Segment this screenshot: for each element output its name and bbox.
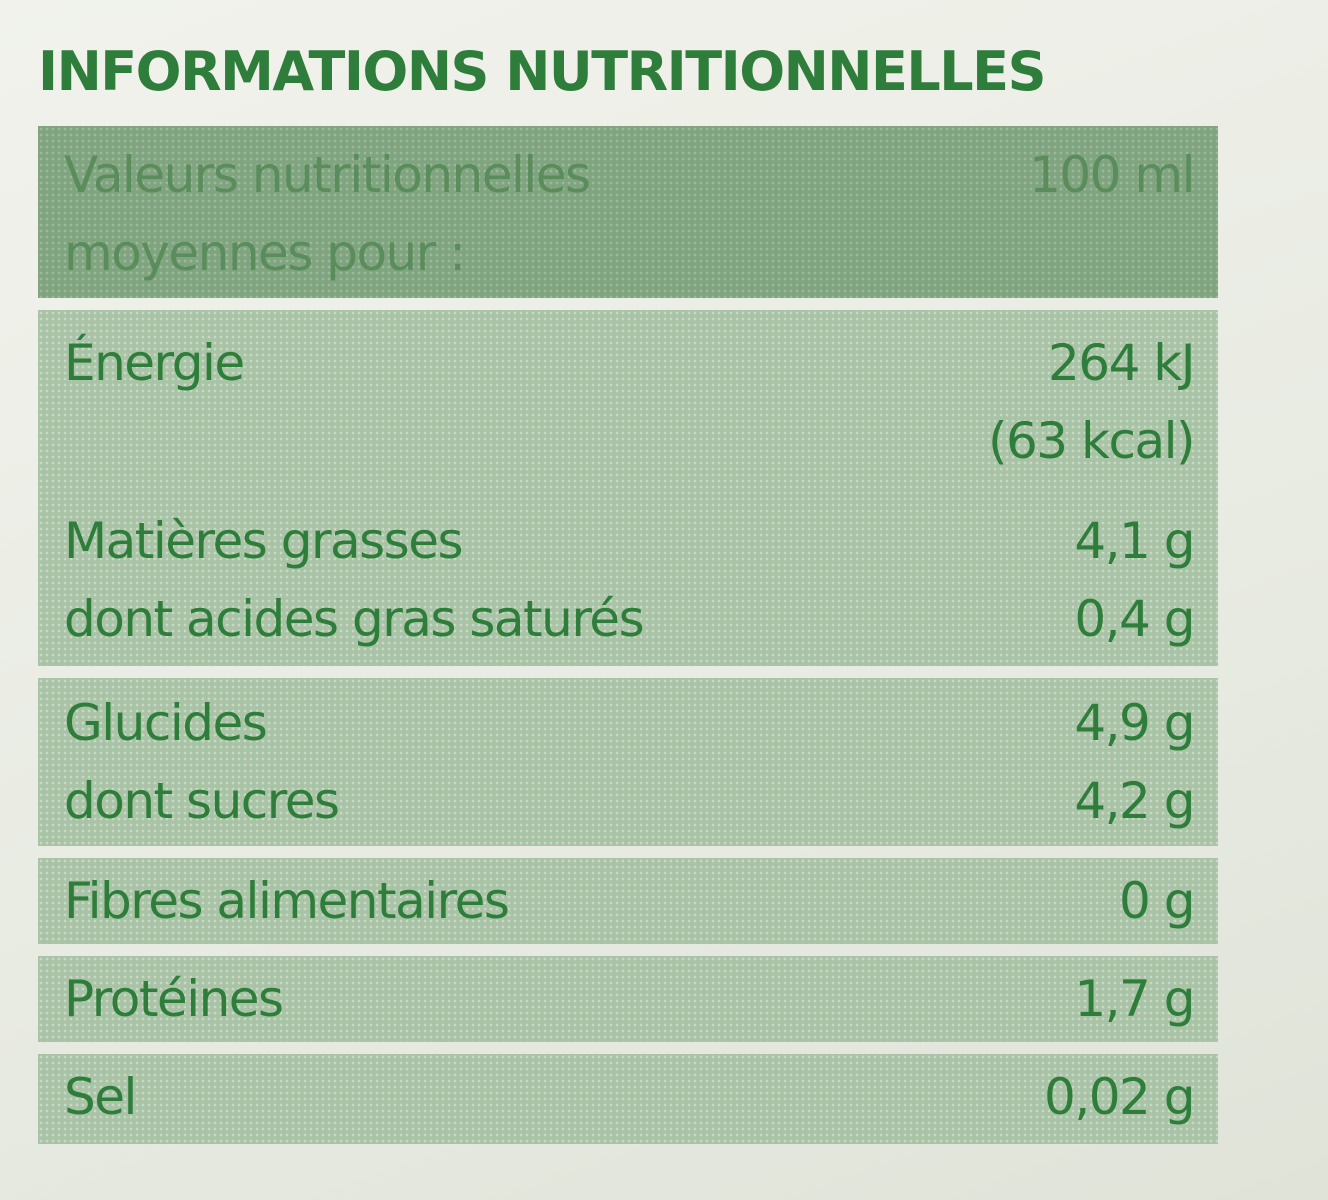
header-unit: 100 ml <box>1029 146 1195 204</box>
table-row-glucides: Glucides 4,9 g dont sucres 4,2 g <box>38 678 1218 846</box>
row-label-sucres: dont sucres <box>64 772 340 830</box>
table-row-fibres: Fibres alimentaires 0 g <box>38 858 1218 944</box>
table-row-proteines: Protéines 1,7 g <box>38 956 1218 1042</box>
row-label-sel: Sel <box>64 1068 137 1126</box>
header-label-line1: Valeurs nutritionnelles <box>64 146 591 204</box>
row-value-fibres: 0 g <box>1119 872 1195 930</box>
header-label-line2: moyennes pour : <box>64 224 466 282</box>
row-value-energie-kj: 264 kJ <box>1047 334 1196 392</box>
table-row-sel: Sel 0,02 g <box>38 1054 1218 1144</box>
row-value-satures: 0,4 g <box>1074 590 1195 648</box>
row-label-proteines: Protéines <box>64 970 284 1028</box>
row-label-fibres: Fibres alimentaires <box>64 872 510 930</box>
row-label-energie: Énergie <box>64 334 245 392</box>
table-row-matieres-grasses: Matières grasses 4,1 g dont acides gras … <box>38 496 1218 666</box>
row-label-matieres-grasses: Matières grasses <box>64 512 464 570</box>
row-label-glucides: Glucides <box>64 694 268 752</box>
row-value-sucres: 4,2 g <box>1074 772 1195 830</box>
row-label-satures: dont acides gras saturés <box>64 590 645 648</box>
table-header: Valeurs nutritionnelles moyennes pour : … <box>38 126 1218 298</box>
row-value-matieres-grasses: 4,1 g <box>1074 512 1195 570</box>
row-value-glucides: 4,9 g <box>1074 694 1195 752</box>
row-value-energie-kcal: (63 kcal) <box>987 412 1196 470</box>
nutrition-title: INFORMATIONS NUTRITIONNELLES <box>38 40 1046 103</box>
row-value-sel: 0,02 g <box>1044 1068 1195 1126</box>
row-value-proteines: 1,7 g <box>1074 970 1195 1028</box>
